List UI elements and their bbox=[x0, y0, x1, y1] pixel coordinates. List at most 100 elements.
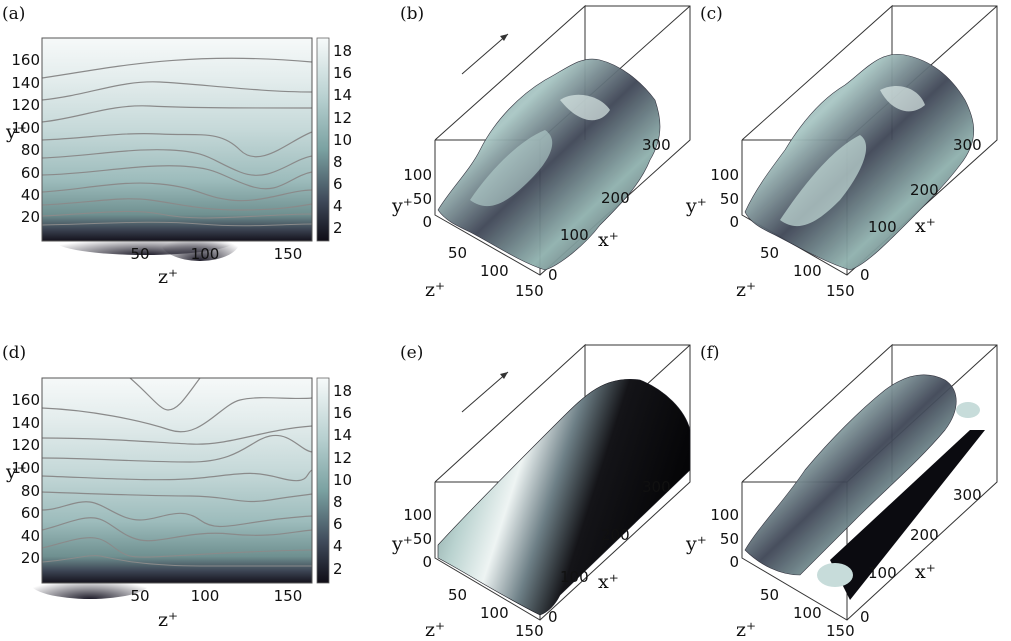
blob-f bbox=[817, 563, 853, 587]
blob-f bbox=[956, 402, 980, 418]
y-ticks-d: 160 140 120 100 80 60 40 20 bbox=[11, 391, 40, 567]
x-tick: 100 bbox=[868, 564, 897, 582]
cbar-tick: 10 bbox=[333, 471, 352, 489]
y-tick: 50 bbox=[413, 190, 432, 208]
x-tick: 200 bbox=[601, 526, 630, 544]
x-tick: 0 bbox=[860, 608, 870, 626]
x-tick: 50 bbox=[130, 245, 149, 263]
x-tick: 300 bbox=[642, 478, 671, 496]
x-ticks-f: 300 200 100 0 bbox=[860, 486, 982, 626]
dark-floor-f bbox=[830, 430, 985, 600]
z-axis-label-f: z⁺ bbox=[736, 619, 756, 641]
y-tick: 0 bbox=[422, 213, 432, 231]
y-tick: 40 bbox=[21, 186, 40, 204]
y-tick: 120 bbox=[11, 436, 40, 454]
x-axis-label-e: x⁺ bbox=[598, 571, 619, 593]
x-tick: 200 bbox=[910, 181, 939, 199]
x-axis-label-a: z⁺ bbox=[158, 266, 178, 288]
cbar-tick: 12 bbox=[333, 449, 352, 467]
isosurface-e bbox=[437, 378, 691, 616]
y-ticks-a: 160 140 120 100 80 60 40 20 bbox=[11, 51, 40, 226]
flow-arrow-e bbox=[461, 371, 509, 413]
colorbar-ticks-a: 18 16 14 12 10 8 6 4 2 bbox=[333, 42, 352, 237]
y-axis-label-c: y⁺ bbox=[685, 195, 707, 217]
y-axis-label-a: y⁺ bbox=[5, 121, 27, 143]
y-tick: 20 bbox=[21, 208, 40, 226]
panel-label-b: (b) bbox=[400, 4, 424, 24]
z-tick: 100 bbox=[480, 262, 509, 280]
z-tick: 100 bbox=[480, 604, 509, 622]
y-tick: 100 bbox=[403, 506, 432, 524]
cbar-tick: 18 bbox=[333, 42, 352, 60]
y-tick: 140 bbox=[11, 414, 40, 432]
y-ticks-b: 100 50 0 bbox=[403, 166, 432, 231]
panel-a: (a) 18 16 14 12 10 8 6 bbox=[2, 4, 352, 288]
x-tick: 100 bbox=[191, 587, 220, 605]
x-tick: 300 bbox=[642, 136, 671, 154]
z-tick: 150 bbox=[515, 622, 544, 640]
y-tick: 60 bbox=[21, 504, 40, 522]
y-tick: 20 bbox=[21, 549, 40, 567]
flow-arrow-b bbox=[461, 33, 509, 75]
y-tick: 0 bbox=[729, 553, 739, 571]
z-ticks-b: 50 100 150 bbox=[448, 244, 544, 300]
x-tick: 100 bbox=[191, 245, 220, 263]
cbar-tick: 14 bbox=[333, 86, 352, 104]
cbar-tick: 12 bbox=[333, 109, 352, 127]
panel-d: (d) 18 16 14 12 10 8 6 4 bbox=[2, 343, 352, 631]
z-tick: 150 bbox=[826, 282, 855, 300]
z-tick: 50 bbox=[448, 586, 467, 604]
y-tick: 100 bbox=[710, 166, 739, 184]
x-tick: 300 bbox=[953, 136, 982, 154]
y-tick: 100 bbox=[11, 459, 40, 477]
y-tick: 0 bbox=[729, 213, 739, 231]
z-tick: 150 bbox=[515, 282, 544, 300]
panel-label-e: (e) bbox=[400, 343, 423, 363]
z-tick: 100 bbox=[793, 604, 822, 622]
panel-label-f: (f) bbox=[700, 343, 720, 363]
x-tick: 150 bbox=[274, 245, 303, 263]
cbar-tick: 6 bbox=[333, 175, 343, 193]
cbar-tick: 2 bbox=[333, 219, 343, 237]
isosurface-f bbox=[744, 374, 957, 576]
arrow-head-icon bbox=[500, 34, 508, 41]
z-ticks-e: 50 100 150 bbox=[448, 586, 544, 640]
panel-label-d: (d) bbox=[2, 343, 26, 363]
z-tick: 50 bbox=[760, 586, 779, 604]
x-axis-label-f: x⁺ bbox=[915, 561, 936, 583]
x-ticks-d: 50 100 150 bbox=[130, 587, 302, 605]
y-tick: 100 bbox=[403, 166, 432, 184]
z-tick: 100 bbox=[793, 262, 822, 280]
panel-label-c: (c) bbox=[700, 4, 723, 24]
x-axis-label-d: z⁺ bbox=[158, 609, 178, 631]
x-tick: 0 bbox=[548, 266, 558, 284]
x-tick: 100 bbox=[560, 568, 589, 586]
cbar-tick: 4 bbox=[333, 197, 343, 215]
y-tick: 40 bbox=[21, 527, 40, 545]
y-tick: 80 bbox=[21, 482, 40, 500]
y-tick: 50 bbox=[720, 190, 739, 208]
cbar-tick: 16 bbox=[333, 64, 352, 82]
y-axis-label-d: y⁺ bbox=[5, 461, 27, 483]
x-ticks-a: 50 100 150 bbox=[130, 245, 302, 263]
y-ticks-f: 100 50 0 bbox=[710, 506, 739, 571]
y-tick: 160 bbox=[11, 51, 40, 69]
y-tick: 100 bbox=[11, 119, 40, 137]
cbar-tick: 10 bbox=[333, 131, 352, 149]
x-tick: 200 bbox=[601, 189, 630, 207]
colorbar-d bbox=[316, 377, 330, 584]
y-axis-label-b: y⁺ bbox=[391, 195, 413, 217]
arrow-head-icon bbox=[500, 372, 508, 379]
x-ticks-b: 300 200 100 0 bbox=[548, 136, 671, 284]
z-axis-label-c: z⁺ bbox=[736, 279, 756, 301]
x-axis-label-b: x⁺ bbox=[598, 229, 619, 251]
y-ticks-e: 100 50 0 bbox=[403, 506, 432, 571]
cbar-tick: 2 bbox=[333, 560, 343, 578]
x-tick: 0 bbox=[860, 266, 870, 284]
x-tick: 100 bbox=[868, 218, 897, 236]
y-tick: 50 bbox=[413, 530, 432, 548]
y-tick: 160 bbox=[11, 391, 40, 409]
x-tick: 100 bbox=[560, 226, 589, 244]
cbar-tick: 4 bbox=[333, 537, 343, 555]
y-tick: 140 bbox=[11, 74, 40, 92]
